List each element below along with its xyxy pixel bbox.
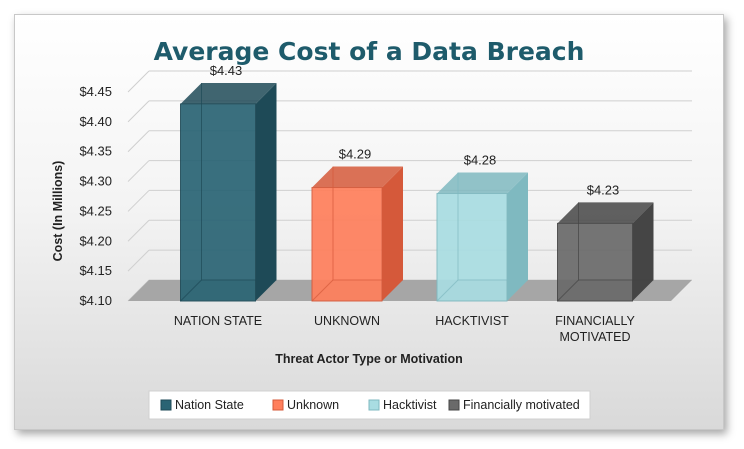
bar-side <box>382 166 403 301</box>
bar-top <box>437 172 528 194</box>
category-label: MOTIVATED <box>559 330 630 344</box>
bars: $4.43 $4.29 $4.28 $4.23 <box>180 63 654 302</box>
legend-item: Nation State <box>160 398 244 412</box>
legend-label: Hacktivist <box>383 398 437 412</box>
bar <box>557 202 654 302</box>
bar-side <box>507 172 528 301</box>
legend-label: Unknown <box>287 398 339 412</box>
y-tick-label: $4.35 <box>79 144 112 159</box>
bar-top <box>180 82 277 104</box>
y-axis-title: Cost (In Millions) <box>51 161 65 262</box>
legend-item: Financially motivated <box>448 398 580 412</box>
legend-label: Financially motivated <box>463 398 580 412</box>
y-tick-label: $4.40 <box>79 114 112 129</box>
bar-top <box>312 166 403 188</box>
legend-swatch <box>448 399 460 411</box>
bar-chart: Average Cost of a Data Breach $4.10 $4.15… <box>51 37 692 420</box>
bar <box>180 82 277 302</box>
y-tick-label: $4.10 <box>79 293 112 308</box>
bar-side <box>255 82 277 301</box>
legend-item: Hacktivist <box>368 398 437 412</box>
legend-swatch <box>160 399 172 411</box>
x-axis-title: Threat Actor Type or Motivation <box>275 352 463 366</box>
y-tick-label: $4.25 <box>79 203 112 218</box>
bar-front <box>436 193 508 302</box>
gridline <box>127 219 150 242</box>
bar <box>436 172 528 302</box>
category-label: FINANCIALLY <box>555 314 635 328</box>
category-label: UNKNOWN <box>314 314 380 328</box>
y-tick-label: $4.30 <box>79 174 112 189</box>
bar-front <box>180 103 256 302</box>
y-tick-label: $4.45 <box>79 84 112 99</box>
y-axis: $4.10 $4.15 $4.20 $4.25 $4.30 $4.35 $4.40 $4.45 <box>79 84 112 308</box>
bar-edge <box>436 279 459 302</box>
gridline <box>127 130 150 153</box>
gridline <box>127 249 150 272</box>
y-tick-label: $4.20 <box>79 233 112 248</box>
bar-side <box>632 202 654 301</box>
x-axis: NATION STATE UNKNOWN HACKTIVIST FINANCIALLY… <box>174 314 636 344</box>
bar-edge <box>180 279 202 302</box>
y-tick-label: $4.15 <box>79 263 112 278</box>
category-label: NATION STATE <box>174 314 262 328</box>
bar-edge <box>311 279 334 302</box>
bar-front <box>311 187 383 302</box>
gridline <box>127 70 150 93</box>
legend: Nation State Unknown Hacktivist Financially… <box>148 390 591 420</box>
gridline <box>127 100 150 123</box>
data-label: $4.29 <box>339 147 372 162</box>
bar-top <box>557 202 654 224</box>
legend-swatch <box>272 399 284 411</box>
legend-item: Unknown <box>272 398 339 412</box>
chart-title: Average Cost of a Data Breach <box>154 37 585 66</box>
data-label: $4.28 <box>464 153 497 168</box>
gridline <box>127 190 150 212</box>
category-label: HACKTIVIST <box>435 314 509 328</box>
data-label: $4.43 <box>210 63 243 78</box>
data-label: $4.23 <box>587 182 620 197</box>
bar <box>311 166 403 302</box>
gridline <box>127 160 150 182</box>
bar-edge <box>557 279 579 302</box>
legend-swatch <box>368 399 380 411</box>
chart-card: Average Cost of a Data Breach $4.10 $4.15… <box>14 14 724 430</box>
legend-label: Nation State <box>175 398 244 412</box>
